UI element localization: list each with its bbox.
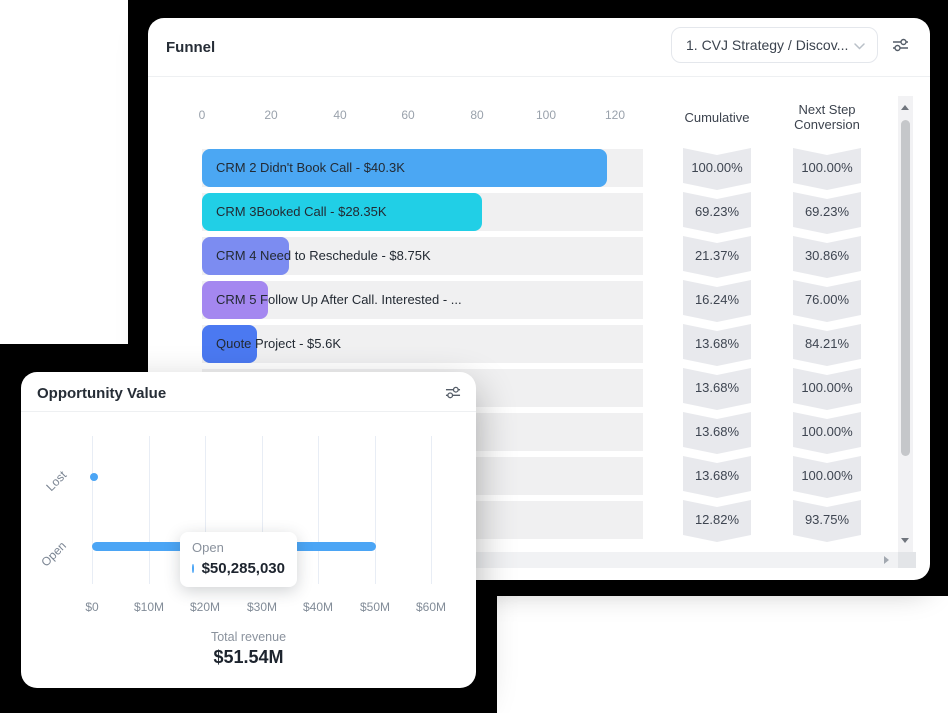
cumulative-column-header: Cumulative (684, 110, 750, 125)
x-axis-tick: $0 (85, 600, 99, 614)
cumulative-badge: 21.37% (683, 236, 751, 278)
vertical-scrollbar-thumb[interactable] (901, 120, 910, 456)
tooltip-series-label: Open (192, 540, 224, 555)
funnel-axis-tick: 100 (535, 108, 557, 122)
cumulative-badge: 13.68% (683, 324, 751, 366)
cumulative-badge: 13.68% (683, 456, 751, 498)
cumulative-badge: 100.00% (683, 148, 751, 190)
sliders-settings-icon[interactable] (443, 382, 463, 402)
funnel-axis-tick: 80 (470, 108, 484, 122)
gridline (205, 436, 206, 584)
funnel-row: CRM 4 Need to Reschedule - $8.75K (202, 237, 643, 275)
funnel-dropdown-value: 1. CVJ Strategy / Discov... (686, 37, 849, 53)
series-dot-icon (192, 564, 194, 573)
funnel-axis-tick: 20 (264, 108, 278, 122)
funnel-bar-track (202, 325, 643, 363)
next-step-badge: 100.00% (793, 412, 861, 454)
funnel-strategy-dropdown[interactable]: 1. CVJ Strategy / Discov... (671, 27, 878, 63)
funnel-bar-track (202, 281, 643, 319)
x-axis-tick: $50M (359, 600, 391, 614)
next-step-badge: 93.75% (793, 500, 861, 542)
gridline (375, 436, 376, 584)
x-axis-tick: $30M (246, 600, 278, 614)
vertical-scrollbar[interactable] (898, 96, 913, 552)
header-divider (148, 76, 930, 77)
header-divider (21, 411, 476, 412)
next-step-badge: 100.00% (793, 456, 861, 498)
x-axis-tick: $20M (189, 600, 221, 614)
funnel-axis-tick: 60 (401, 108, 415, 122)
total-revenue-value: $51.54M (213, 647, 284, 667)
funnel-bar-label: Quote Project - $5.6K (216, 336, 342, 351)
gridline (318, 436, 319, 584)
x-axis-tick: $60M (415, 600, 447, 614)
sliders-settings-icon[interactable] (890, 35, 910, 55)
funnel-bar[interactable] (202, 281, 268, 319)
gridline (262, 436, 263, 584)
funnel-bar[interactable] (202, 149, 607, 187)
funnel-row: CRM 5 Follow Up After Call. Interested -… (202, 281, 643, 319)
funnel-axis-tick: 120 (604, 108, 626, 122)
funnel-bar-label: CRM 3Booked Call - $28.35K (216, 204, 387, 219)
lost-data-point[interactable] (90, 473, 98, 481)
opportunity-value-card: Opportunity Value Open $50,285,030 Total… (21, 372, 476, 688)
funnel-row: CRM 3Booked Call - $28.35K (202, 193, 643, 231)
next-step-badge: 76.00% (793, 280, 861, 322)
tooltip-value-row: $50,285,030 (192, 560, 285, 577)
funnel-bar[interactable] (202, 193, 482, 231)
scrollbar-corner (898, 552, 916, 568)
gridline (92, 436, 93, 584)
y-axis-label-lost: Lost (43, 468, 70, 494)
total-revenue-label: Total revenue (210, 630, 287, 644)
next-step-badge: 30.86% (793, 236, 861, 278)
scroll-up-arrow-icon[interactable] (901, 105, 909, 110)
next-step-badge: 100.00% (793, 368, 861, 410)
scroll-down-arrow-icon[interactable] (901, 538, 909, 543)
funnel-bar[interactable] (202, 325, 257, 363)
gridline (431, 436, 432, 584)
funnel-row: Quote Project - $5.6K (202, 325, 643, 363)
background-block-top-left (0, 0, 128, 344)
funnel-card-title: Funnel (166, 39, 216, 56)
cumulative-badge: 12.82% (683, 500, 751, 542)
funnel-row: CRM 2 Didn't Book Call - $40.3K (202, 149, 643, 187)
cumulative-badge: 16.24% (683, 280, 751, 322)
chart-tooltip: Open $50,285,030 (180, 532, 297, 587)
tooltip-value: $50,285,030 (201, 560, 285, 577)
x-axis-tick: $40M (302, 600, 334, 614)
funnel-bar[interactable] (202, 237, 289, 275)
x-axis-tick: $10M (133, 600, 165, 614)
gridline (149, 436, 150, 584)
chevron-down-icon (854, 37, 865, 53)
opportunity-card-title: Opportunity Value (37, 385, 167, 402)
cumulative-badge: 13.68% (683, 412, 751, 454)
next-step-badge: 84.21% (793, 324, 861, 366)
funnel-bar-label: CRM 5 Follow Up After Call. Interested -… (216, 292, 462, 307)
background-block-bottom-right (497, 596, 948, 713)
y-axis-label-open: Open (38, 538, 70, 570)
next-step-badge: 100.00% (793, 148, 861, 190)
funnel-bar-label: CRM 2 Didn't Book Call - $40.3K (216, 160, 405, 175)
funnel-axis-tick: 0 (198, 108, 206, 122)
scroll-right-arrow-icon[interactable] (884, 556, 889, 564)
cumulative-badge: 13.68% (683, 368, 751, 410)
funnel-bar-label: CRM 4 Need to Reschedule - $8.75K (216, 248, 431, 263)
cumulative-badge: 69.23% (683, 192, 751, 234)
funnel-axis-tick: 40 (333, 108, 347, 122)
next-step-conversion-column-header: Next Step Conversion (794, 102, 860, 132)
next-step-badge: 69.23% (793, 192, 861, 234)
